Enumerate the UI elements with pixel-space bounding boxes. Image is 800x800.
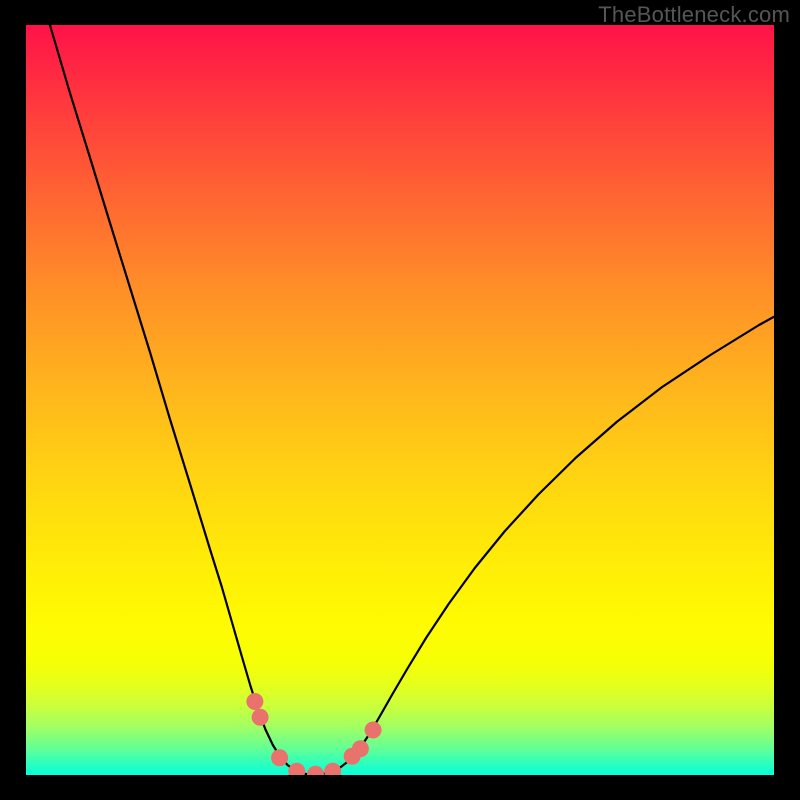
curve-marker [271, 749, 288, 766]
bottleneck-curve-chart [26, 25, 774, 775]
chart-frame: TheBottleneck.com [0, 0, 800, 800]
curve-marker [365, 722, 382, 739]
gradient-background [26, 25, 774, 775]
curve-marker [352, 740, 369, 757]
curve-marker [252, 709, 269, 726]
plot-area [26, 25, 774, 775]
curve-marker [246, 693, 263, 710]
